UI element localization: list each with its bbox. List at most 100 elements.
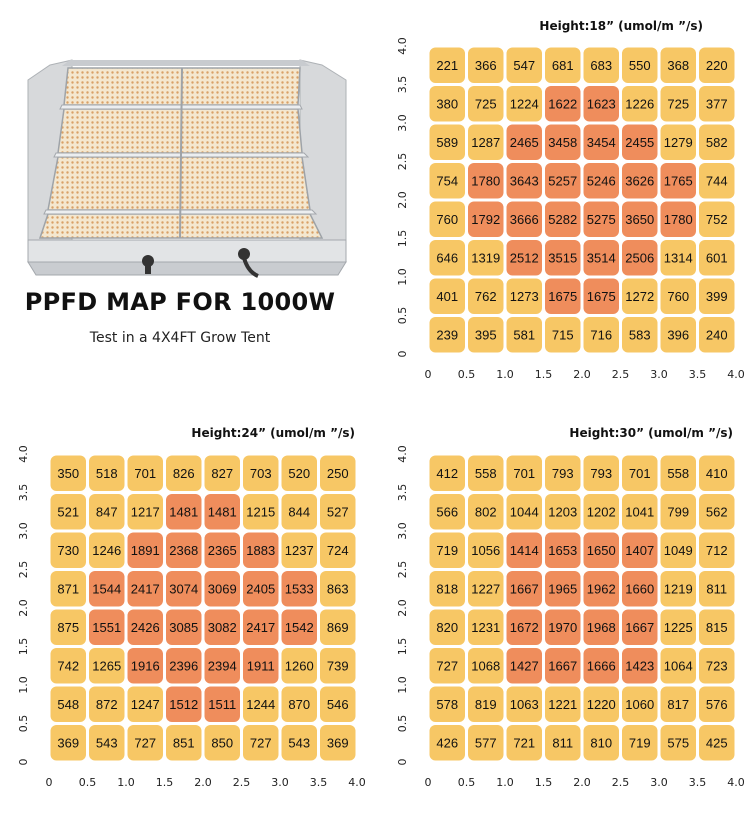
cell-value-label: 2512 bbox=[510, 250, 539, 265]
heatmap-cell bbox=[545, 124, 581, 160]
cell-value-label: 811 bbox=[706, 581, 727, 596]
cell-value-label: 583 bbox=[629, 327, 651, 342]
cell-value-label: 681 bbox=[552, 58, 574, 73]
cell-value-label: 724 bbox=[327, 543, 349, 558]
cell-value-label: 1423 bbox=[625, 658, 654, 673]
heatmap-cell bbox=[545, 317, 581, 353]
heatmap-cell bbox=[166, 494, 202, 530]
x-tick-label: 1.0 bbox=[117, 776, 135, 789]
y-tick-label: 4.0 bbox=[396, 37, 409, 55]
heatmap-cell bbox=[660, 609, 696, 645]
cell-value-label: 369 bbox=[57, 735, 79, 750]
cell-value-label: 739 bbox=[327, 658, 349, 673]
heatmap-cell bbox=[320, 648, 356, 684]
heatmap-cell bbox=[127, 571, 163, 607]
cell-value-label: 1667 bbox=[510, 581, 539, 596]
cell-value-label: 589 bbox=[436, 135, 458, 150]
heatmap-cell bbox=[622, 571, 658, 607]
heatmap-cell bbox=[429, 47, 465, 83]
heatmap-cell bbox=[545, 609, 581, 645]
cell-value-label: 601 bbox=[706, 250, 728, 265]
cell-value-label: 1481 bbox=[169, 504, 198, 519]
x-tick-label: 2.0 bbox=[573, 368, 591, 381]
heatmap-cell bbox=[50, 725, 86, 761]
cell-value-label: 582 bbox=[706, 135, 728, 150]
cell-value-label: 1215 bbox=[246, 504, 275, 519]
heatmap-cell bbox=[622, 201, 658, 237]
cell-value-label: 742 bbox=[57, 658, 79, 673]
x-tick-label: 3.0 bbox=[271, 776, 289, 789]
cell-value-label: 869 bbox=[327, 620, 349, 635]
cell-value-label: 250 bbox=[327, 466, 349, 481]
y-tick-label: 4.0 bbox=[396, 445, 409, 463]
cell-value-label: 380 bbox=[436, 96, 458, 111]
cell-value-label: 1273 bbox=[510, 289, 539, 304]
cell-value-label: 1060 bbox=[625, 697, 654, 712]
cell-value-label: 3082 bbox=[208, 620, 237, 635]
cell-value-label: 1287 bbox=[471, 135, 500, 150]
heatmap-cell bbox=[127, 494, 163, 530]
heatmap-cell bbox=[660, 201, 696, 237]
heatmap-cell bbox=[506, 86, 542, 122]
heatmap-cell bbox=[468, 47, 504, 83]
heatmap-cell bbox=[468, 317, 504, 353]
heatmap-cell bbox=[429, 201, 465, 237]
y-tick-label: 1.0 bbox=[17, 676, 30, 694]
heatmap-cell bbox=[127, 455, 163, 491]
heatmap-cell bbox=[660, 86, 696, 122]
y-tick-label: 2.0 bbox=[17, 599, 30, 617]
heatmap-cell bbox=[506, 240, 542, 276]
cell-value-label: 1068 bbox=[471, 658, 500, 673]
cell-value-label: 581 bbox=[513, 327, 535, 342]
heatmap-cell bbox=[166, 455, 202, 491]
heatmap-cell bbox=[660, 532, 696, 568]
cell-value-label: 1660 bbox=[625, 581, 654, 596]
heatmap-cell bbox=[622, 686, 658, 722]
cell-value-label: 5246 bbox=[587, 173, 616, 188]
y-tick-label: 0.5 bbox=[396, 715, 409, 733]
heatmap-cell bbox=[545, 455, 581, 491]
y-tick-label: 1.5 bbox=[17, 638, 30, 656]
heatmap-cell bbox=[89, 648, 125, 684]
cell-value-label: 576 bbox=[706, 697, 728, 712]
cell-value-label: 1533 bbox=[285, 581, 314, 596]
cell-value-label: 1780 bbox=[471, 173, 500, 188]
heatmap-cell bbox=[583, 686, 619, 722]
y-tick-label: 2.0 bbox=[396, 599, 409, 617]
heatmap-cell bbox=[583, 455, 619, 491]
cell-value-label: 1219 bbox=[664, 581, 693, 596]
cell-value-label: 239 bbox=[436, 327, 458, 342]
cell-value-label: 701 bbox=[513, 466, 535, 481]
cell-value-label: 578 bbox=[436, 697, 458, 712]
led-grow-light-photo bbox=[27, 59, 347, 278]
cell-value-label: 396 bbox=[667, 327, 689, 342]
x-tick-label: 3.5 bbox=[689, 776, 707, 789]
y-tick-label: 3.0 bbox=[17, 522, 30, 540]
cell-value-label: 1623 bbox=[587, 96, 616, 111]
cell-value-label: 3515 bbox=[548, 250, 577, 265]
heatmap-cell bbox=[50, 455, 86, 491]
cell-value-label: 1225 bbox=[664, 620, 693, 635]
heatmap-cell bbox=[89, 686, 125, 722]
heatmap-cell bbox=[622, 648, 658, 684]
cell-value-label: 3085 bbox=[169, 620, 198, 635]
cell-value-label: 701 bbox=[629, 466, 651, 481]
cell-value-label: 543 bbox=[288, 735, 310, 750]
x-tick-label: 2.0 bbox=[573, 776, 591, 789]
cell-value-label: 1237 bbox=[285, 543, 314, 558]
heatmap-cell bbox=[50, 532, 86, 568]
heatmap-cell bbox=[583, 240, 619, 276]
cell-value-label: 818 bbox=[436, 581, 458, 596]
cell-value-label: 1675 bbox=[587, 289, 616, 304]
cell-value-label: 521 bbox=[57, 504, 79, 519]
page-subtitle: Test in a 4X4FT Grow Tent bbox=[89, 330, 271, 346]
heatmap-cell bbox=[204, 609, 240, 645]
cell-value-label: 815 bbox=[706, 620, 728, 635]
heatmap-cell bbox=[622, 725, 658, 761]
heatmap-cell bbox=[320, 494, 356, 530]
heatmap-cell bbox=[89, 494, 125, 530]
cell-value-label: 721 bbox=[513, 735, 535, 750]
heatmap-cell bbox=[204, 494, 240, 530]
cell-value-label: 810 bbox=[590, 735, 612, 750]
x-tick-label: 0.5 bbox=[458, 368, 476, 381]
